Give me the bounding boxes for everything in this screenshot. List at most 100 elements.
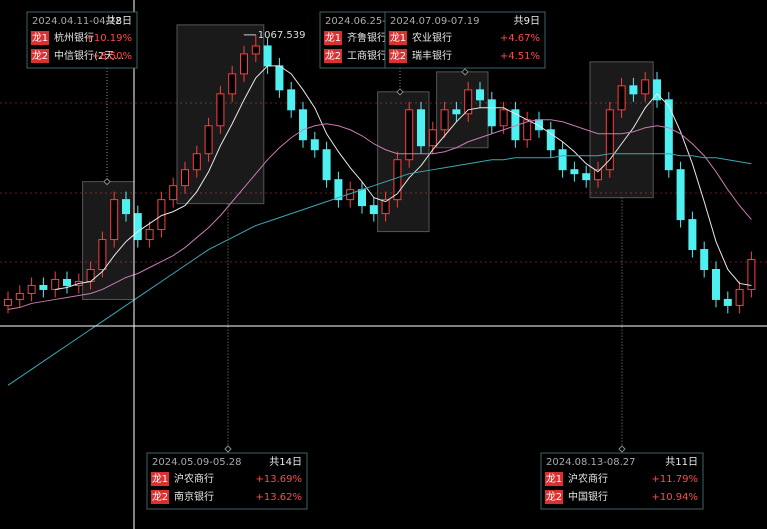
candle-body — [641, 79, 650, 95]
candle-body — [487, 99, 496, 127]
candle-body — [310, 139, 319, 151]
candle-body — [605, 109, 614, 171]
candle-body — [192, 153, 201, 171]
candle-body — [98, 239, 107, 271]
rank-tag-bg — [545, 490, 563, 504]
candle-body — [63, 278, 71, 286]
candle-body — [464, 89, 473, 115]
candle-body — [499, 109, 508, 127]
candle-body — [27, 284, 36, 294]
candle-body — [688, 219, 697, 251]
annotation-range: 2024.07.09-07.19 — [390, 16, 480, 27]
stock-change: +4.67% — [500, 33, 540, 44]
stock-change: +8.50% — [92, 51, 132, 62]
candle-body — [594, 169, 602, 181]
rank-tag: 龙1 — [32, 31, 48, 44]
candle-body — [417, 109, 425, 147]
connector-dot — [396, 88, 404, 96]
annotation-range: 2024.06.25-0 — [325, 16, 392, 27]
annotation-count: 共9日 — [514, 15, 540, 27]
rank-tag: 龙2 — [325, 49, 341, 62]
stock-name: 沪农商行 — [568, 472, 608, 485]
peak-label: 1067.539 — [258, 30, 306, 41]
candle-body — [358, 189, 366, 207]
candle-body — [4, 298, 12, 306]
rank-tag-bg — [31, 49, 49, 63]
candle-body — [700, 249, 709, 271]
annotation-count: 共8日 — [106, 15, 132, 27]
candle-body — [428, 129, 437, 147]
candle-body — [263, 45, 272, 67]
rank-tag: 龙1 — [546, 472, 562, 485]
candle-body — [240, 53, 248, 75]
rank-tag: 龙1 — [325, 31, 341, 44]
stock-name: 杭州银行 — [54, 31, 94, 44]
candle-body — [582, 173, 591, 181]
candle-body — [676, 169, 685, 221]
candle-body — [712, 269, 720, 300]
candle-body — [334, 179, 343, 201]
candle-body — [381, 199, 390, 215]
candle-body — [747, 259, 756, 290]
rank-tag: 龙2 — [32, 49, 48, 62]
candle-body — [452, 109, 461, 115]
rank-tag-bg — [151, 472, 169, 486]
stock-name: 农业银行 — [412, 31, 452, 44]
connector-dot — [461, 68, 469, 76]
candle-body — [122, 199, 130, 215]
annotation-frame — [540, 452, 704, 510]
moving-average-line — [55, 65, 752, 290]
candle-body — [653, 79, 661, 101]
connector-dot — [103, 177, 111, 186]
candle-body — [723, 298, 732, 306]
candle-body — [617, 85, 626, 111]
rank-tag: 龙1 — [390, 31, 406, 44]
stock-name: 南京银行 — [174, 490, 214, 503]
candle-body — [287, 89, 296, 111]
rank-tag: 龙2 — [546, 490, 562, 503]
candle-body — [51, 278, 60, 290]
candle-body — [322, 149, 331, 181]
stock-name: 齐鲁银行 — [347, 31, 387, 44]
rank-tag-bg — [389, 49, 407, 63]
rank-tag-bg — [324, 49, 342, 63]
rank-tag-bg — [151, 490, 169, 504]
rank-tag-bg — [389, 31, 407, 45]
candle-body — [251, 45, 260, 55]
annotation-count: 共11日 — [665, 456, 698, 468]
candle-body — [15, 292, 24, 300]
candle-body — [299, 109, 307, 141]
candle-body — [440, 109, 449, 131]
candle-body — [405, 109, 414, 161]
connector-dot — [618, 445, 626, 453]
moving-average-line — [7, 119, 752, 310]
candle-body — [275, 65, 284, 91]
rank-tag: 龙1 — [152, 472, 168, 485]
candle-body — [181, 169, 189, 187]
annotation-frame — [384, 11, 546, 69]
stock-change: +11.79% — [651, 474, 698, 485]
candle-body — [216, 93, 225, 127]
candle-body — [664, 99, 673, 171]
stock-name: 中国银行 — [568, 490, 608, 503]
candle-body — [558, 149, 567, 171]
candle-body — [145, 229, 154, 241]
annotation-range: 2024.04.11-04.22 — [32, 16, 122, 27]
candle-body — [393, 159, 402, 201]
candle-body — [204, 125, 213, 155]
stock-change: +10.94% — [651, 492, 698, 503]
stock-name: 瑞丰银行 — [412, 49, 452, 62]
annotation-count: 共14日 — [269, 456, 302, 468]
candle-body — [39, 284, 48, 290]
stock-change: +10.19% — [85, 33, 132, 44]
moving-average-line — [7, 153, 752, 386]
annotation-frame — [146, 452, 308, 510]
annotation-range: 2024.05.09-05.28 — [152, 457, 242, 468]
candle-body — [476, 89, 484, 101]
candle-body — [133, 213, 142, 241]
candle-body — [735, 288, 744, 306]
